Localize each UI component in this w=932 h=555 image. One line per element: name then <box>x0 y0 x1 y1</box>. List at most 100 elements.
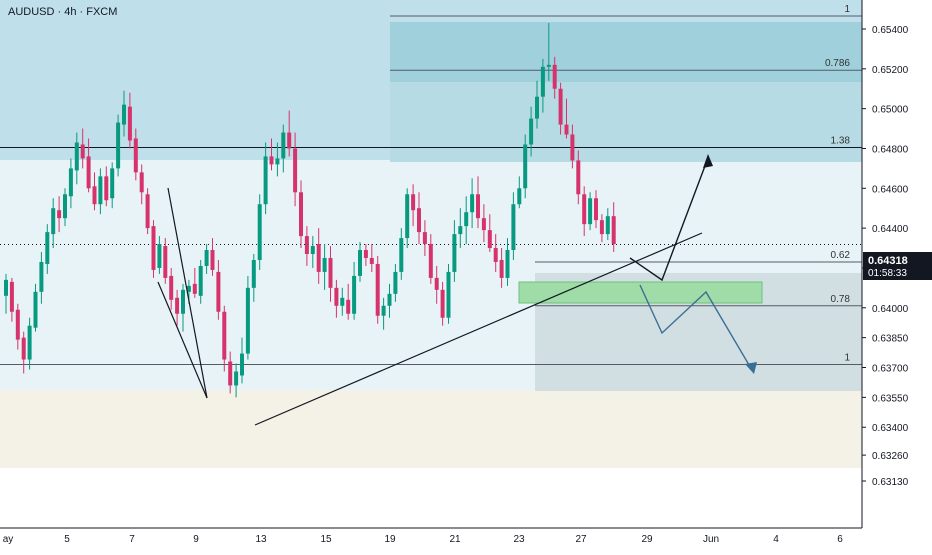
bearish-arrowhead <box>745 362 757 374</box>
candle-body <box>487 230 492 249</box>
x-tick-label: 13 <box>255 534 267 545</box>
candle-body <box>540 66 545 97</box>
last-price-label: 0.64318 01:58:33 <box>863 252 932 280</box>
candle-body <box>116 122 121 169</box>
y-tick-label: 0.64800 <box>872 144 909 155</box>
y-tick-label: 0.65400 <box>872 25 909 36</box>
fib-label: 0.62 <box>831 250 851 261</box>
y-tick-label: 0.65000 <box>872 105 909 116</box>
wedge-upper-line <box>167 187 208 399</box>
x-tick-label: 9 <box>193 534 199 545</box>
candle-body <box>405 194 410 239</box>
x-tick-label: 19 <box>384 534 396 545</box>
candle-body <box>39 261 44 292</box>
candle-body <box>582 194 587 225</box>
candle-body <box>304 236 309 255</box>
trend-drawings <box>157 154 757 426</box>
candle-body <box>275 158 280 165</box>
candle-body <box>535 96 539 119</box>
candle-body <box>363 250 368 258</box>
candle-body <box>434 277 439 290</box>
candle-body <box>68 168 73 197</box>
time-axis-panel[interactable] <box>0 528 932 550</box>
x-tick-label: Jun <box>703 534 719 545</box>
candle-body <box>287 132 292 149</box>
candle-body <box>204 250 209 266</box>
candle-body <box>139 172 144 193</box>
y-tick-label: 0.63400 <box>872 423 909 434</box>
candle-body <box>151 226 156 270</box>
candle-body <box>15 309 20 340</box>
candle-body <box>328 257 333 288</box>
demand-zone-bottom <box>0 390 862 468</box>
candle-body <box>198 265 203 296</box>
candle-body <box>80 144 85 159</box>
candle-body <box>393 271 398 294</box>
green-entry-zone <box>518 281 763 304</box>
candle-body <box>127 106 132 141</box>
y-tick-label: 0.65200 <box>872 65 909 76</box>
candle-body <box>281 132 286 159</box>
candle-body <box>104 176 109 201</box>
candle-body <box>222 311 227 360</box>
candle-body <box>446 271 451 318</box>
candle-body <box>594 198 598 221</box>
candle-body <box>417 208 421 233</box>
candle-body <box>340 297 345 306</box>
candle-body <box>352 275 357 314</box>
candle-body <box>269 156 274 165</box>
candle-body <box>375 263 380 316</box>
candle-body <box>293 148 298 193</box>
fib-label: 1 <box>844 4 850 15</box>
ascending-trendline <box>254 232 703 426</box>
fib-label: 0.78 <box>831 294 851 305</box>
x-tick-label: 29 <box>641 534 653 545</box>
fib-upper-box-lower <box>390 82 862 162</box>
candle-body <box>517 188 522 205</box>
candle-body <box>299 192 303 237</box>
candle-body <box>86 156 91 189</box>
y-tick-label: 0.63850 <box>872 334 909 345</box>
fib-label: 1 <box>844 353 850 364</box>
candle-body <box>499 259 504 278</box>
candle-body <box>464 212 469 227</box>
x-tick-label: 5 <box>64 534 70 545</box>
y-tick-label: 0.63260 <box>872 451 909 462</box>
candle-body <box>169 275 174 300</box>
y-tick-label: 0.63130 <box>872 477 909 488</box>
candle-body <box>33 291 38 328</box>
candle-body <box>322 257 327 272</box>
candle-body <box>240 353 244 376</box>
candle-body <box>9 281 14 312</box>
candle-body <box>334 287 339 306</box>
candles-group <box>4 23 616 398</box>
candle-body <box>133 138 138 173</box>
candle-body <box>157 244 162 268</box>
candle-body <box>588 198 593 225</box>
candle-body <box>98 176 103 205</box>
y-tick-label: 0.63550 <box>872 393 909 404</box>
candle-body <box>346 299 351 314</box>
x-tick-label: 27 <box>575 534 587 545</box>
candle-body <box>51 208 56 235</box>
fib-label: 1.38 <box>831 135 851 146</box>
candle-body <box>251 259 256 288</box>
candle-body <box>570 134 575 161</box>
x-tick-label: 15 <box>320 534 332 545</box>
bullish-arrowhead <box>703 154 713 168</box>
candle-body <box>511 204 516 251</box>
candle-body <box>257 204 262 260</box>
candle-body <box>476 194 480 219</box>
candle-body <box>4 279 8 296</box>
candle-body <box>57 210 62 219</box>
candle-body <box>228 361 233 386</box>
x-tick-label: 7 <box>129 534 135 545</box>
candle-body <box>369 257 374 264</box>
candle-body <box>546 64 551 67</box>
candle-body <box>564 124 569 135</box>
x-tick-label: 6 <box>837 534 843 545</box>
candle-body <box>21 337 26 360</box>
candle-body <box>358 250 362 276</box>
